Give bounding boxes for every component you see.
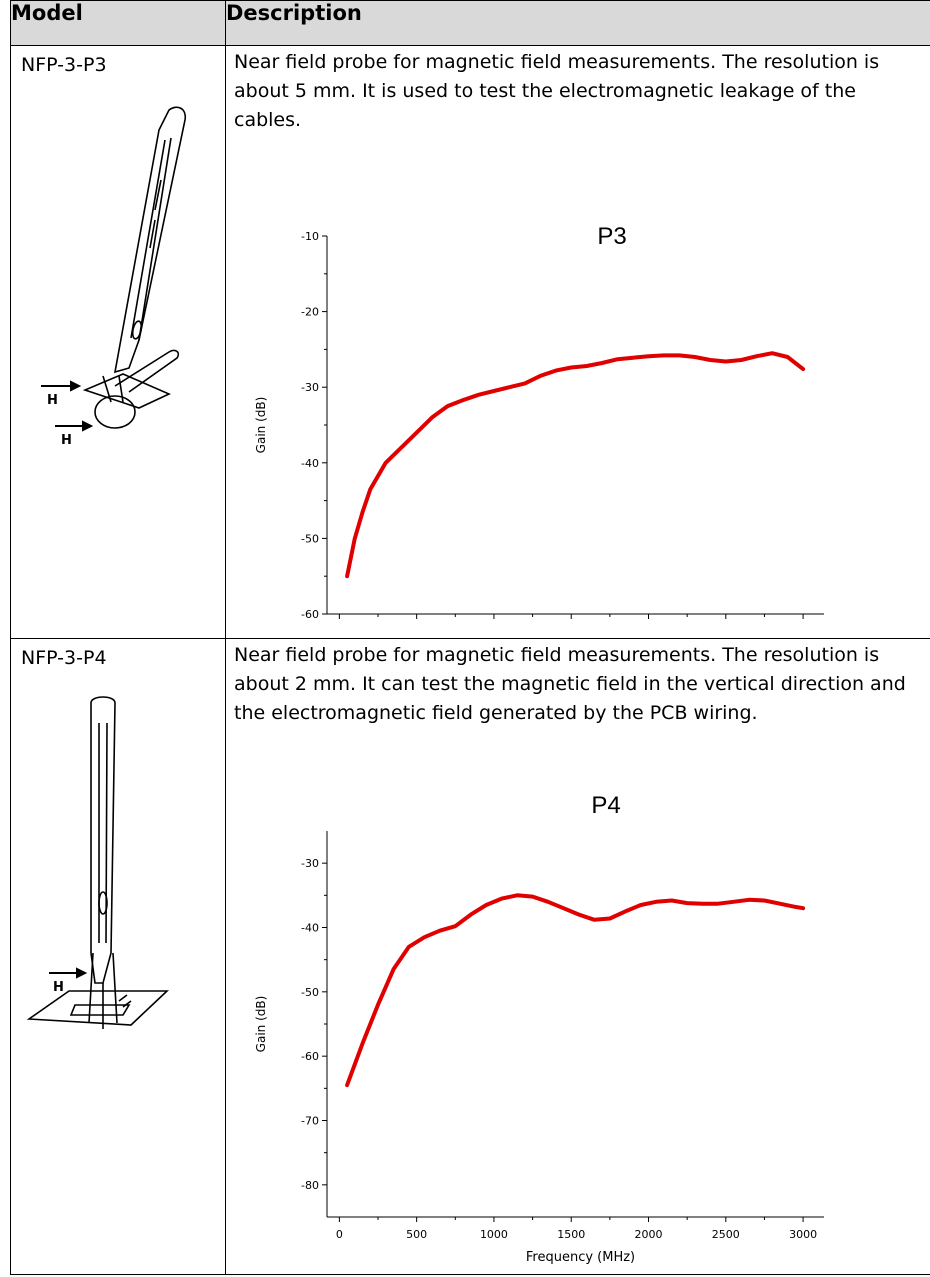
description-cell: Near field probe for magnetic field meas… — [225, 638, 930, 1275]
chart-p3: -60 -50 -40 -30 -20 -10 0 500 1000 1500 2000 2500 30… — [254, 223, 824, 626]
x-tick-label: 3000 — [789, 1228, 817, 1241]
chart-p4: -80 -70 -60 -50 -40 -30 0 500 1000 1500 2000 2500 30… — [254, 792, 824, 1265]
h-label: H — [47, 393, 58, 408]
y-tick-label: -50 — [301, 986, 319, 999]
x-tick-label: 2500 — [712, 625, 740, 626]
description-text: Near field probe for magnetic field meas… — [234, 51, 880, 131]
y-tick-label: -30 — [301, 381, 319, 394]
probe-p3-illustration: H H — [41, 106, 187, 448]
chart-title: P3 — [597, 223, 626, 250]
y-tick-label: -40 — [301, 457, 319, 470]
x-tick-label: 2500 — [712, 1228, 740, 1241]
model-name: NFP-3-P4 — [21, 647, 107, 669]
y-tick-label: -30 — [301, 857, 319, 870]
x-tick-label: 2000 — [635, 1228, 663, 1241]
y-tick-label: -50 — [301, 532, 319, 545]
y-tick-label: -10 — [301, 230, 319, 243]
x-tick-label: 1500 — [557, 625, 585, 626]
x-tick-label: 1000 — [480, 1228, 508, 1241]
y-tick-label: -60 — [301, 608, 319, 621]
y-axis-label: Gain (dB) — [254, 996, 268, 1053]
x-tick-label: 2000 — [635, 625, 663, 626]
y-tick-label: -80 — [301, 1179, 319, 1192]
x-axis-label: Frequency (MHz) — [526, 1250, 635, 1265]
x-tick-label: 0 — [336, 1228, 343, 1241]
h-label: H — [53, 980, 64, 995]
x-tick-label: 1000 — [480, 625, 508, 626]
header-model: Model — [10, 0, 226, 46]
y-tick-label: -20 — [301, 306, 319, 319]
model-cell: NFP-3-P3 — [10, 45, 226, 639]
spec-table: Model Description NFP-3-P3 — [10, 0, 930, 1275]
header-description: Description — [225, 0, 930, 46]
description-text: Near field probe for magnetic field meas… — [234, 644, 906, 724]
model-cell: NFP-3-P4 H — [10, 638, 226, 1275]
series-line — [345, 893, 806, 1088]
y-tick-label: -70 — [301, 1115, 319, 1128]
table-row: NFP-3-P3 — [10, 45, 930, 639]
x-tick-label: 500 — [406, 625, 427, 626]
x-tick-label: 0 — [336, 625, 343, 626]
x-tick-label: 1500 — [557, 1228, 585, 1241]
y-tick-label: -40 — [301, 922, 319, 935]
table-header-row: Model Description — [10, 0, 930, 46]
series-line — [345, 351, 806, 579]
table-row: NFP-3-P4 H — [10, 638, 930, 1275]
x-tick-label: 3000 — [789, 625, 817, 626]
h-label: H — [61, 433, 72, 448]
description-cell: Near field probe for magnetic field meas… — [225, 45, 930, 639]
probe-p4-illustration: H — [26, 696, 170, 1029]
y-tick-label: -60 — [301, 1050, 319, 1063]
x-tick-label: 500 — [406, 1228, 427, 1241]
y-axis-label: Gain (dB) — [254, 397, 268, 454]
model-name: NFP-3-P3 — [21, 54, 107, 76]
chart-title: P4 — [591, 792, 620, 819]
